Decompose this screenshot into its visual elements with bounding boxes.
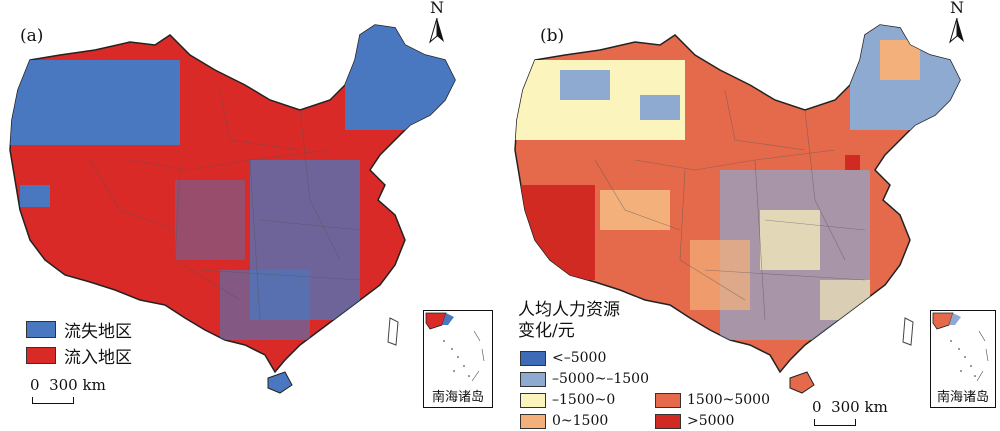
inset-map-b	[932, 312, 989, 382]
legend-swatch	[655, 392, 681, 408]
region-sichuan	[175, 180, 245, 260]
legend-a-item: 流入地区	[26, 342, 132, 368]
legend-label: 1500~5000	[687, 392, 770, 408]
scale-label-a: 0 300 km	[30, 376, 106, 394]
inset-label-b: 南海诸岛	[936, 390, 989, 405]
map-a	[9, 24, 456, 394]
hainan-a	[267, 371, 293, 394]
scale-bar-line-a	[32, 397, 74, 404]
panel-label-b: (b)	[540, 26, 565, 46]
legend-swatch	[655, 413, 681, 429]
legend-b-item: 1500~5000	[655, 392, 770, 408]
region-b-tibet	[515, 185, 595, 280]
region-south	[220, 270, 310, 340]
north-arrow-a: N	[428, 0, 446, 16]
north-arrow-a-shape	[429, 17, 444, 44]
taiwan-a	[387, 317, 399, 346]
panel-label-a: (a)	[20, 26, 44, 46]
region-northeast	[345, 25, 455, 130]
scale-label-b: 0 300 km	[812, 398, 888, 416]
scale-bar-a: 0 300 km	[30, 376, 106, 404]
legend-b-title: 人均人力资源 变化/元	[518, 300, 620, 342]
scale-bar-b: 0 300 km	[812, 398, 888, 426]
legend-b-item: >5000	[655, 413, 734, 429]
legend-label: –1500~0	[552, 392, 616, 408]
taiwan-b	[902, 317, 914, 346]
inset-south-china-sea-a: 南海诸岛	[423, 310, 493, 408]
legend-swatch	[26, 320, 56, 338]
legend-label: <–5000	[552, 350, 607, 366]
north-arrow-b-shape	[949, 17, 964, 44]
region-west	[20, 185, 50, 207]
legend-swatch	[520, 371, 546, 387]
legend-b-item: <–5000	[520, 350, 606, 366]
legend-swatch	[520, 413, 546, 429]
legend-b-item: –5000~–1500	[520, 371, 649, 387]
legend-swatch	[520, 350, 546, 366]
province-lines-a	[89, 89, 361, 321]
north-arrow-b: N	[948, 0, 966, 16]
legend-b-title-line2: 变化/元	[518, 321, 575, 341]
legend-swatch	[26, 346, 56, 364]
inset-south-china-sea-b: 南海诸岛	[930, 310, 996, 408]
legend-label: –5000~–1500	[552, 371, 649, 387]
legend-label: 流入地区	[64, 347, 132, 368]
hainan-b	[789, 371, 815, 394]
scale-bar-line-b	[814, 419, 856, 426]
legend-label: 0~1500	[552, 413, 609, 429]
region-xinjiang-north	[10, 60, 180, 145]
legend-b-title-line1: 人均人力资源	[518, 300, 620, 320]
legend-b-item: –1500~0	[520, 392, 615, 408]
province-lines-b	[594, 89, 866, 321]
north-letter-b: N	[950, 0, 964, 17]
north-letter-a: N	[430, 0, 444, 17]
legend-a: 流失地区 流入地区	[26, 316, 132, 368]
legend-swatch	[520, 392, 546, 408]
legend-label: 流失地区	[64, 321, 132, 342]
legend-a-item: 流失地区	[26, 316, 132, 342]
inset-map-a	[425, 312, 485, 382]
inset-label-a: 南海诸岛	[431, 390, 484, 405]
legend-label: >5000	[687, 413, 735, 429]
legend-b-item: 0~1500	[520, 413, 608, 429]
